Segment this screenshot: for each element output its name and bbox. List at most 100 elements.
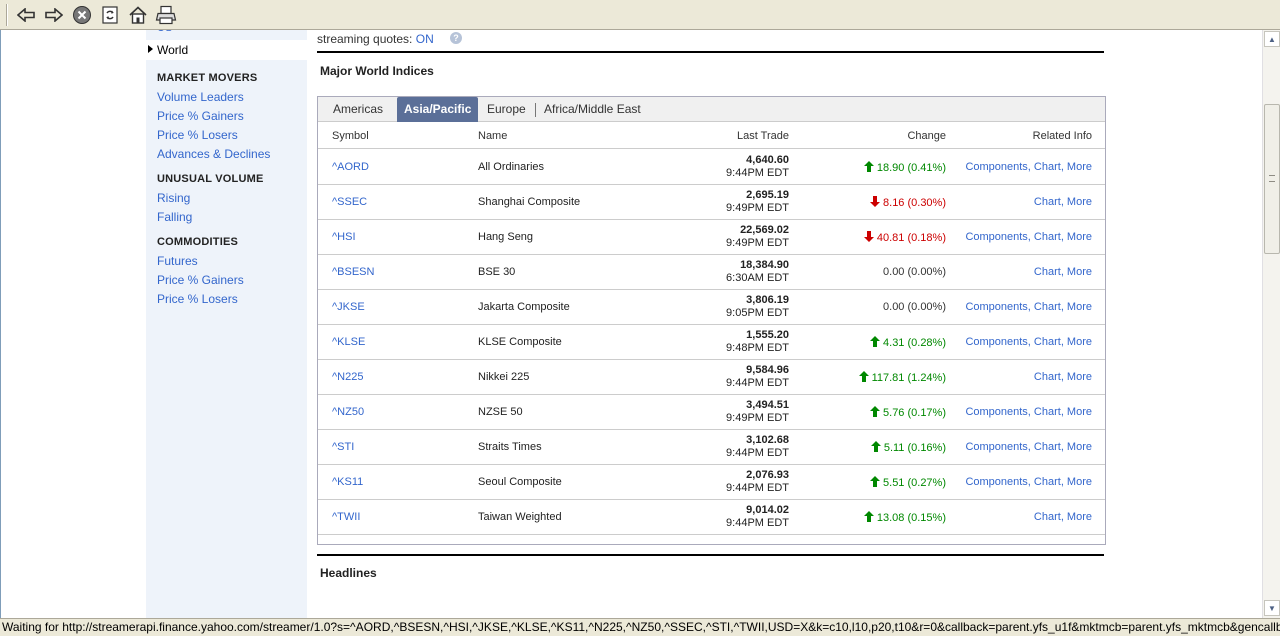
change-text: 8.16 (0.30%): [883, 197, 946, 209]
back-icon[interactable]: [14, 3, 38, 27]
forward-icon[interactable]: [42, 3, 66, 27]
stop-icon[interactable]: [70, 3, 94, 27]
nav-link-advances-declines[interactable]: Advances & Declines: [157, 147, 271, 161]
scroll-grip-icon: [1269, 175, 1275, 182]
last-trade-time: 9:44PM EDT: [726, 377, 789, 389]
print-icon[interactable]: [154, 3, 178, 27]
table-row: ^HSI Hang Seng 22,569.02 9:49PM EDT 40.81 (0…: [318, 220, 1105, 255]
last-trade-time: 9:05PM EDT: [726, 307, 789, 319]
table-row: ^JKSE Jakarta Composite 3,806.19 9:05PM EDT…: [318, 290, 1105, 325]
scroll-down-icon[interactable]: ▼: [1264, 600, 1280, 616]
related-info-links[interactable]: Chart, More: [1033, 511, 1092, 523]
index-name: KLSE Composite: [478, 336, 562, 348]
last-trade-price: 2,695.19: [746, 189, 789, 201]
table-row: ^BSESN BSE 30 18,384.90 6:30AM EDT 0.00 (0.0…: [318, 255, 1105, 290]
related-info-links[interactable]: Components, Chart, More: [965, 476, 1092, 488]
up-arrow-icon: [858, 371, 869, 385]
toolbar-separator: [6, 3, 8, 26]
symbol-link[interactable]: ^STI: [332, 441, 355, 453]
symbol-link[interactable]: ^JKSE: [332, 301, 365, 313]
change-text: 18.90 (0.41%): [876, 162, 946, 174]
streaming-quotes: streaming quotes: ON: [317, 32, 434, 46]
tab-europe[interactable]: Europe: [487, 102, 526, 116]
table-row: ^STI Straits Times 3,102.68 9:44PM EDT 5.11 …: [318, 430, 1105, 465]
col-change: Change: [907, 130, 946, 142]
last-trade-price: 1,555.20: [746, 329, 789, 341]
section-divider: [317, 51, 1104, 53]
up-arrow-icon: [870, 441, 881, 455]
last-trade-price: 3,494.51: [746, 399, 789, 411]
last-trade-time: 9:44PM EDT: [726, 447, 789, 459]
refresh-icon[interactable]: [98, 3, 122, 27]
related-info-links[interactable]: Components, Chart, More: [965, 161, 1092, 173]
col-name: Name: [478, 130, 508, 142]
last-trade-price: 22,569.02: [740, 224, 789, 236]
left-navigation: US World MARKET MOVERS Volume Leaders Pr…: [146, 30, 307, 618]
table-row: ^AORD All Ordinaries 4,640.60 9:44PM EDT 18.…: [318, 150, 1105, 185]
nav-link-falling[interactable]: Falling: [157, 210, 193, 224]
nav-link-volume-leaders[interactable]: Volume Leaders: [157, 90, 244, 104]
tab-americas[interactable]: Americas: [333, 102, 384, 116]
table-row: ^TWII Taiwan Weighted 9,014.02 9:44PM EDT 13…: [318, 500, 1105, 535]
symbol-link[interactable]: ^TWII: [332, 511, 361, 523]
nav-item-world[interactable]: World: [146, 40, 307, 60]
up-arrow-icon: [870, 336, 881, 350]
table-row: ^KLSE KLSE Composite 1,555.20 9:48PM EDT 4.3…: [318, 325, 1105, 360]
home-icon[interactable]: [126, 3, 150, 27]
tab-asia-pacific[interactable]: Asia/Pacific: [397, 97, 479, 122]
related-info-links[interactable]: Chart, More: [1033, 371, 1092, 383]
nav-link-price-gainers[interactable]: Price % Gainers: [157, 109, 244, 123]
symbol-link[interactable]: ^N225: [332, 371, 364, 383]
streaming-toggle[interactable]: ON: [415, 32, 434, 46]
up-arrow-icon: [870, 406, 881, 420]
table-header: Symbol Name Last Trade Change Related In…: [318, 123, 1105, 149]
related-info-links[interactable]: Components, Chart, More: [965, 406, 1092, 418]
related-info-links[interactable]: Components, Chart, More: [965, 301, 1092, 313]
symbol-link[interactable]: ^SSEC: [332, 196, 368, 208]
symbol-link[interactable]: ^NZ50: [332, 406, 365, 418]
symbol-link[interactable]: ^HSI: [332, 231, 356, 243]
change-text: 5.51 (0.27%): [883, 477, 946, 489]
last-trade-time: 9:48PM EDT: [726, 342, 789, 354]
page-viewport: US World MARKET MOVERS Volume Leaders Pr…: [0, 30, 1262, 618]
scroll-up-icon[interactable]: ▲: [1264, 31, 1280, 47]
up-arrow-icon: [870, 476, 881, 490]
nav-link-commodity-gainers[interactable]: Price % Gainers: [157, 273, 244, 287]
help-icon[interactable]: ?: [450, 32, 462, 44]
last-trade-price: 9,584.96: [746, 364, 789, 376]
nav-heading-commodities: COMMODITIES: [157, 236, 239, 248]
symbol-link[interactable]: ^KS11: [332, 476, 364, 488]
nav-link-price-losers[interactable]: Price % Losers: [157, 128, 238, 142]
change-text: 0.00 (0.00%): [883, 301, 946, 313]
col-related-info: Related Info: [1032, 130, 1092, 142]
col-symbol: Symbol: [332, 130, 369, 142]
last-trade-price: 2,076.93: [746, 469, 789, 481]
change-value: 8.16 (0.30%): [870, 196, 946, 210]
symbol-link[interactable]: ^AORD: [332, 161, 369, 173]
last-trade-time: 9:49PM EDT: [726, 237, 789, 249]
change-value: 4.31 (0.28%): [870, 336, 946, 350]
nav-link-rising[interactable]: Rising: [157, 191, 191, 205]
change-value: 40.81 (0.18%): [863, 231, 946, 245]
related-info-links[interactable]: Chart, More: [1033, 266, 1092, 278]
related-info-links[interactable]: Chart, More: [1033, 196, 1092, 208]
down-arrow-icon: [870, 196, 881, 210]
nav-item-us[interactable]: US: [157, 30, 172, 34]
current-arrow-icon: [148, 45, 153, 53]
up-arrow-icon: [863, 511, 874, 525]
index-name: NZSE 50: [478, 406, 523, 418]
vertical-scrollbar[interactable]: ▲ ▼: [1262, 30, 1280, 618]
section-title: Major World Indices: [320, 64, 434, 78]
nav-link-futures[interactable]: Futures: [157, 254, 198, 268]
related-info-links[interactable]: Components, Chart, More: [965, 441, 1092, 453]
scroll-thumb[interactable]: [1264, 104, 1280, 254]
symbol-link[interactable]: ^BSESN: [332, 266, 375, 278]
section-divider: [317, 554, 1104, 556]
index-name: BSE 30: [478, 266, 516, 278]
nav-link-commodity-losers[interactable]: Price % Losers: [157, 292, 238, 306]
related-info-links[interactable]: Components, Chart, More: [965, 231, 1092, 243]
symbol-link[interactable]: ^KLSE: [332, 336, 366, 348]
nav-heading-unusual-volume: UNUSUAL VOLUME: [157, 173, 264, 185]
tab-africa-middle-east[interactable]: Africa/Middle East: [544, 102, 641, 116]
related-info-links[interactable]: Components, Chart, More: [965, 336, 1092, 348]
